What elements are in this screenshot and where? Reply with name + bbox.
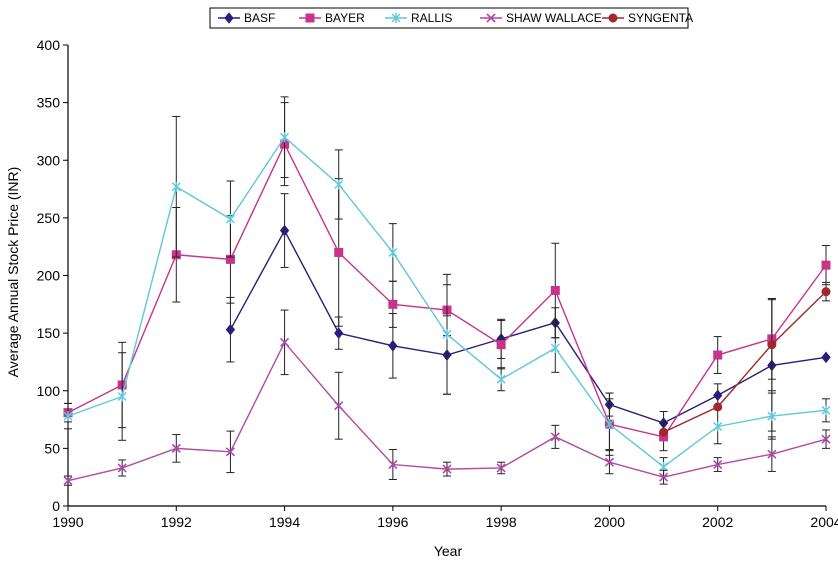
data-point-shaw-wallace bbox=[388, 459, 398, 470]
legend-label-bayer: BAYER bbox=[325, 11, 365, 25]
data-point-rallis bbox=[117, 391, 127, 402]
x-tick-label: 1996 bbox=[377, 514, 408, 530]
series-shaw-wallace bbox=[63, 309, 831, 486]
data-point-bayer bbox=[496, 340, 506, 350]
data-point-shaw-wallace bbox=[63, 476, 73, 486]
y-tick-label: 250 bbox=[37, 210, 61, 226]
data-point-basf bbox=[225, 323, 236, 336]
data-point-shaw-wallace bbox=[171, 443, 181, 453]
data-point-rallis bbox=[767, 411, 777, 422]
x-tick-label: 2002 bbox=[702, 514, 733, 530]
legend-item-syngenta: SYNGENTA bbox=[602, 11, 693, 25]
legend-marker-syngenta bbox=[608, 13, 618, 23]
x-tick-label: 2000 bbox=[594, 514, 625, 530]
data-point-basf bbox=[388, 340, 398, 352]
data-point-basf bbox=[713, 389, 723, 402]
data-point-rallis bbox=[63, 411, 73, 422]
data-point-bayer bbox=[821, 260, 831, 270]
data-point-shaw-wallace bbox=[442, 464, 452, 474]
series-line-basf bbox=[229, 229, 827, 424]
x-tick-label: 2004 bbox=[810, 514, 838, 530]
x-tick-label: 1998 bbox=[486, 514, 517, 530]
data-point-rallis bbox=[280, 132, 290, 143]
data-point-shaw-wallace bbox=[604, 457, 614, 467]
x-tick-label: 1994 bbox=[269, 514, 300, 530]
data-point-shaw-wallace bbox=[225, 447, 235, 457]
data-point-basf bbox=[821, 351, 831, 364]
y-axis-title: Average Annual Stock Price (INR) bbox=[5, 167, 21, 378]
data-point-bayer bbox=[388, 299, 398, 309]
x-axis-title: Year bbox=[434, 543, 463, 559]
series-syngenta bbox=[659, 281, 831, 437]
data-point-syngenta bbox=[767, 340, 777, 350]
data-point-rallis bbox=[713, 421, 723, 432]
y-tick-label: 300 bbox=[37, 152, 61, 168]
data-point-rallis bbox=[225, 214, 235, 225]
data-point-syngenta bbox=[821, 287, 831, 297]
legend-item-bayer: BAYER bbox=[299, 11, 365, 25]
y-tick-label: 350 bbox=[37, 95, 61, 111]
legend-label-basf: BASF bbox=[244, 11, 275, 25]
data-point-shaw-wallace bbox=[280, 337, 290, 347]
y-tick-label: 50 bbox=[44, 440, 60, 456]
x-tick-label: 1992 bbox=[161, 514, 192, 530]
legend-marker-shaw-wallace bbox=[486, 13, 496, 23]
y-tick-label: 200 bbox=[37, 268, 61, 284]
series-basf bbox=[225, 193, 831, 436]
legend-label-shaw-wallace: SHAW WALLACE bbox=[506, 11, 602, 25]
data-point-syngenta bbox=[713, 402, 723, 412]
series-layer bbox=[63, 96, 831, 486]
data-point-shaw-wallace bbox=[659, 472, 669, 482]
data-point-shaw-wallace bbox=[550, 432, 560, 442]
data-point-rallis bbox=[496, 374, 506, 385]
data-point-syngenta bbox=[659, 427, 669, 437]
data-point-rallis bbox=[442, 329, 452, 340]
legend-item-basf: BASF bbox=[218, 11, 275, 25]
legend-box bbox=[209, 7, 689, 29]
data-point-shaw-wallace bbox=[821, 434, 831, 444]
data-point-shaw-wallace bbox=[767, 449, 777, 459]
data-point-shaw-wallace bbox=[496, 463, 506, 473]
data-point-rallis bbox=[171, 181, 181, 192]
y-tick-label: 0 bbox=[52, 498, 60, 514]
legend-label-syngenta: SYNGENTA bbox=[628, 11, 693, 25]
series-rallis bbox=[63, 96, 831, 477]
data-point-bayer bbox=[713, 350, 723, 360]
y-tick-label: 100 bbox=[37, 383, 61, 399]
data-point-rallis bbox=[334, 179, 344, 190]
x-tick-label: 1990 bbox=[52, 514, 83, 530]
legend-label-rallis: RALLIS bbox=[411, 11, 452, 25]
y-tick-label: 150 bbox=[37, 325, 61, 341]
legend: BASF BAYER RALLIS SHAW WALLACE SYNGENTA bbox=[209, 7, 693, 29]
data-point-rallis bbox=[550, 343, 560, 354]
legend-marker-rallis bbox=[391, 13, 401, 23]
y-tick-label: 400 bbox=[37, 37, 61, 53]
data-point-shaw-wallace bbox=[713, 459, 723, 470]
data-point-rallis bbox=[388, 247, 398, 258]
legend-marker-bayer bbox=[305, 13, 315, 23]
series-line-syngenta bbox=[663, 291, 827, 433]
data-point-shaw-wallace bbox=[334, 401, 344, 411]
x-axis-ticks: 1990 1992 1994 1996 1998 2000 2002 2004 bbox=[52, 506, 838, 530]
data-point-rallis bbox=[604, 419, 614, 430]
legend-item-shaw-wallace: SHAW WALLACE bbox=[480, 11, 602, 25]
data-point-basf bbox=[334, 327, 344, 339]
legend-marker-basf bbox=[224, 12, 234, 24]
legend-item-rallis: RALLIS bbox=[385, 11, 452, 25]
data-point-shaw-wallace bbox=[117, 463, 127, 473]
y-axis-ticks: 0 50 100 150 200 250 300 350 400 bbox=[37, 37, 68, 514]
data-point-basf bbox=[279, 224, 290, 237]
data-point-bayer bbox=[550, 285, 560, 295]
data-point-bayer bbox=[334, 247, 344, 257]
data-point-rallis bbox=[821, 405, 831, 416]
